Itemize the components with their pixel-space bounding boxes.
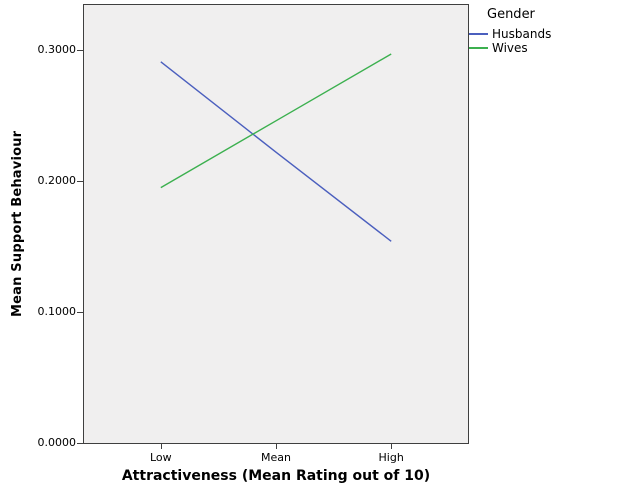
- y-tick-label: 0.0000: [37, 436, 77, 449]
- plot-lines-svg: [160, 53, 392, 242]
- y-axis-title: Mean Support Behaviour: [10, 130, 25, 318]
- legend-item-husbands: Husbands: [469, 27, 619, 41]
- legend-label-wives: Wives: [492, 41, 528, 55]
- y-tick-label: 0.1000: [37, 305, 77, 319]
- y-tick-mark: [77, 312, 83, 314]
- y-tick-label: 0.3000: [37, 43, 77, 57]
- legend: Gender Husbands Wives: [469, 7, 619, 55]
- plot-area: [83, 4, 469, 444]
- x-tick-label-mean: Mean: [261, 451, 291, 464]
- x-tick-label-low: Low: [149, 451, 172, 464]
- husbands-line-swatch: [469, 33, 488, 35]
- wives-line-swatch: [469, 47, 488, 49]
- series-line-husbands: [160, 61, 392, 242]
- y-tick-mark: [77, 50, 83, 52]
- legend-item-wives: Wives: [469, 41, 619, 55]
- y-tick-mark: [77, 443, 83, 444]
- y-tick-mark: [77, 181, 83, 183]
- x-tick-mark: [391, 444, 393, 449]
- x-tick-mark: [160, 444, 162, 449]
- series-line-wives: [160, 53, 392, 189]
- y-tick-label: 0.2000: [37, 174, 77, 188]
- x-tick-mark: [276, 444, 277, 449]
- legend-label-husbands: Husbands: [492, 27, 552, 41]
- x-tick-label-high: High: [378, 451, 404, 464]
- legend-title: Gender: [487, 7, 535, 22]
- x-axis-title: Attractiveness (Mean Rating out of 10): [121, 468, 431, 484]
